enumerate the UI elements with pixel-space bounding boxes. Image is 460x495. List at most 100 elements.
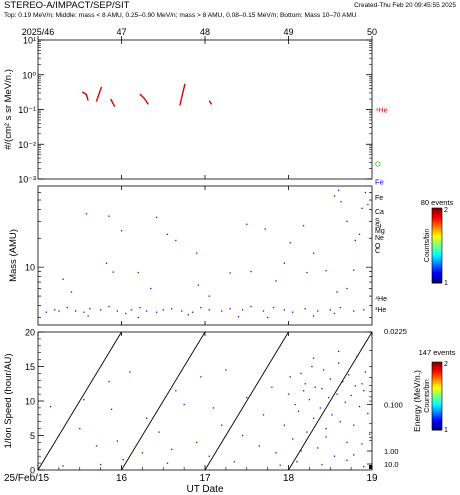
speed-event-point <box>116 440 119 442</box>
mass-event-point <box>85 213 88 215</box>
colorbar-band <box>432 384 442 387</box>
colorbar-band <box>432 426 442 429</box>
colorbar-band <box>432 211 442 215</box>
speed-event-point <box>361 383 363 385</box>
mass-event-point <box>246 223 248 225</box>
speed-event-point <box>361 443 363 445</box>
mass-event-point <box>137 271 139 274</box>
speed-event-point <box>83 399 85 401</box>
colorbar-band <box>432 249 442 252</box>
colorbar-band <box>432 224 442 228</box>
mass-event-point <box>346 220 348 223</box>
speed-event-point <box>325 428 327 430</box>
speed-event-point <box>317 447 319 449</box>
mass-event-point <box>208 309 210 311</box>
colorbar-band <box>432 258 442 261</box>
mass-event-point <box>191 311 194 313</box>
mass-event-point <box>150 287 152 290</box>
mass-event-point <box>363 309 365 311</box>
speed-event-point <box>314 386 316 388</box>
speed-event-point <box>108 381 110 383</box>
speed-event-point <box>145 417 148 419</box>
mass-event-point <box>175 239 177 242</box>
colorbar-band <box>432 375 442 378</box>
element-label: C <box>375 248 380 255</box>
speed-event-point <box>95 445 98 447</box>
speed-event-point <box>110 408 113 410</box>
speed-event-point <box>297 410 300 413</box>
mass-event-point <box>237 316 240 318</box>
colorbar-band <box>432 406 442 409</box>
mass-event-point <box>221 310 223 312</box>
mass-event-point <box>162 309 164 311</box>
mass-event-point <box>289 242 291 244</box>
mass-event-point <box>83 311 85 313</box>
speed-event-point <box>319 407 321 409</box>
colorbar-band <box>432 404 442 407</box>
speed-event-point <box>262 414 265 416</box>
colorbar-label: Counts/bin <box>424 379 431 413</box>
mass-event-point <box>155 311 158 313</box>
speed-event-point <box>353 454 355 456</box>
mass-event-point <box>54 309 56 311</box>
created-timestamp: Created-Thu Feb 20 09:45:55 2025 <box>354 2 456 9</box>
speed-event-point <box>208 455 210 457</box>
top-panel-frame <box>37 39 373 180</box>
colorbar-band <box>432 268 442 271</box>
colorbar-band <box>432 275 442 278</box>
doy-tick-label: 49 <box>283 27 293 37</box>
colorbar-band <box>432 262 442 265</box>
element-label: Si <box>375 223 382 230</box>
element-label: Ne <box>375 235 384 242</box>
colorbar-band <box>432 428 442 431</box>
colorbar-band <box>432 385 442 388</box>
mass-event-point <box>120 230 123 232</box>
mass-event-point <box>108 215 110 217</box>
colorbar-events-label: 80 events <box>421 198 454 207</box>
speed-event-point <box>300 372 302 375</box>
colorbar-band <box>432 390 442 394</box>
speed-event-point <box>354 385 356 387</box>
mass-event-point <box>250 305 252 308</box>
speed-event-point <box>279 464 281 466</box>
bottom-xtick-label: 25/Feb/15 <box>4 473 49 484</box>
mass-event-point <box>181 310 183 312</box>
speed-event-point <box>300 450 302 452</box>
speed-event-point <box>325 436 327 438</box>
series-line-he4 <box>95 86 103 102</box>
mass-event-point <box>74 310 77 312</box>
bottom-ytick-label: 10 <box>25 397 35 407</box>
colorbar-events-label: 147 events <box>419 348 456 357</box>
mass-event-point <box>62 278 64 280</box>
mass-event-point <box>196 252 198 254</box>
colorbar-band <box>432 389 442 392</box>
colorbar-band <box>432 394 442 397</box>
mass-event-point <box>166 233 169 235</box>
mass-event-point <box>353 269 355 271</box>
colorbar-band <box>432 264 442 267</box>
mass-event-point <box>112 271 114 273</box>
speed-event-point <box>331 414 333 416</box>
mass-event-point <box>145 310 148 312</box>
speed-event-point <box>292 438 294 440</box>
colorbar-band <box>432 409 442 412</box>
mass-event-point <box>264 228 266 230</box>
middle-ytick-label: 10 <box>25 263 35 273</box>
doy-tick-label: 48 <box>200 27 210 37</box>
bottom-xtick-label: 17 <box>199 473 211 484</box>
colorbar-band <box>432 367 442 370</box>
mass-event-point <box>346 287 348 290</box>
speed-event-point <box>338 362 340 364</box>
colorbar-band <box>432 279 442 282</box>
speed-event-point <box>312 417 315 419</box>
speed-event-point <box>246 396 248 399</box>
top-ytick-label: 10⁻³ <box>18 175 36 185</box>
speed-event-point <box>275 452 277 454</box>
colorbar-band <box>432 363 442 366</box>
mass-event-point <box>229 272 231 274</box>
mass-event-point <box>208 295 210 297</box>
colorbar-band <box>432 208 442 211</box>
colorbar-band <box>432 247 442 250</box>
